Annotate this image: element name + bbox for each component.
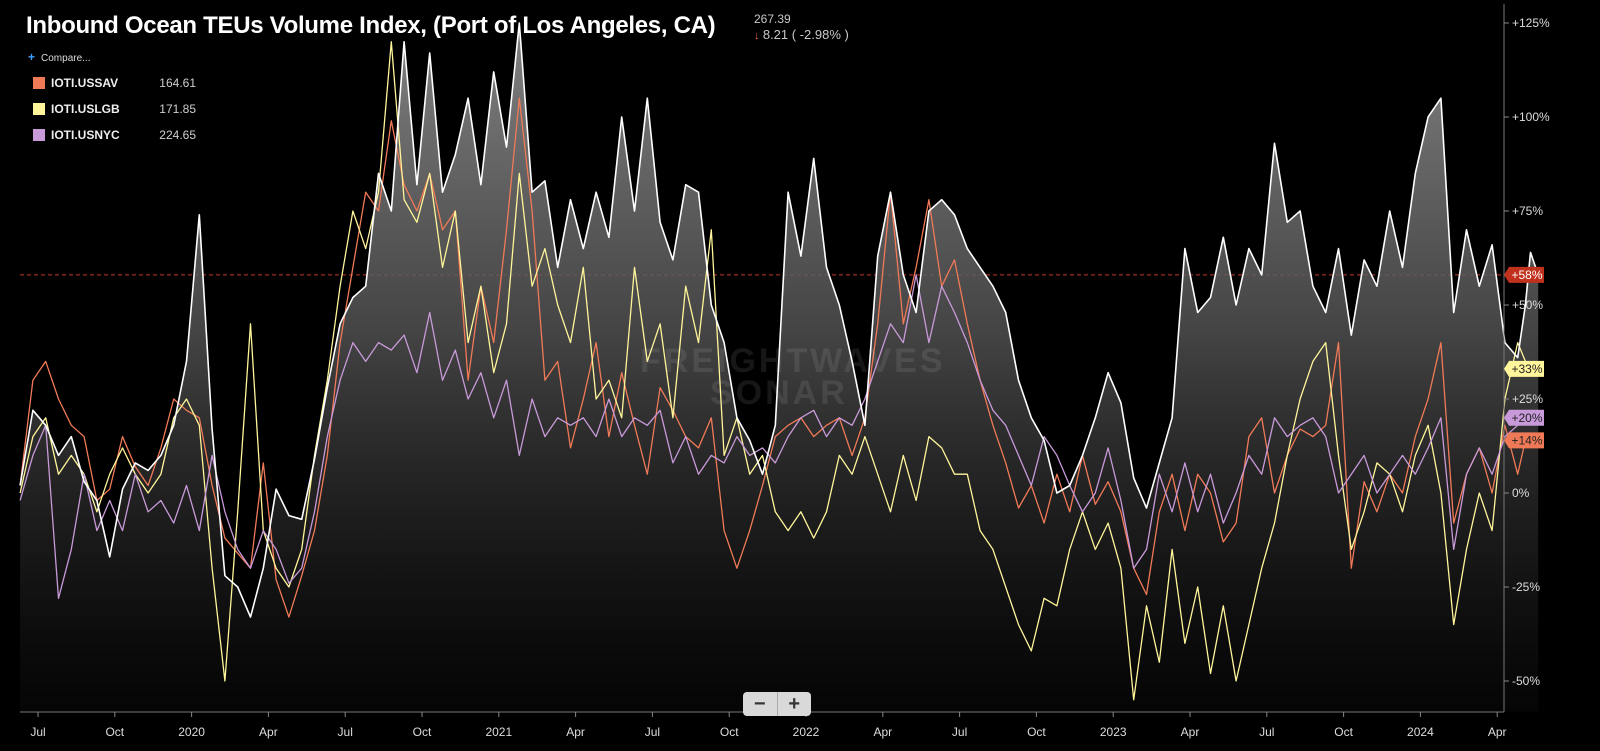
x-tick-label: Apr (259, 725, 278, 739)
x-tick-label: Jul (645, 725, 660, 739)
watermark: FREIGHTWAVES SONAR (640, 342, 946, 412)
legend-item-uslgb[interactable]: IOTI.USLGB 171.85 (33, 96, 196, 122)
x-tick-label: Apr (566, 725, 585, 739)
end-value-label: +33% (1504, 360, 1544, 377)
swatch-icon (33, 77, 45, 89)
end-label-bg (1504, 360, 1544, 377)
x-tick-label: 2023 (1100, 725, 1127, 739)
compare-button[interactable]: + Compare... (28, 50, 90, 64)
down-arrow-icon: ↓ (754, 30, 760, 42)
y-tick-label: -50% (1512, 674, 1540, 688)
legend-value: 224.65 (159, 128, 196, 142)
x-tick-label: Oct (1027, 725, 1046, 739)
y-tick-label: +75% (1512, 204, 1543, 218)
y-tick-label: +100% (1512, 110, 1550, 124)
legend-value: 171.85 (159, 102, 196, 116)
legend-item-usnyc[interactable]: IOTI.USNYC 224.65 (33, 122, 196, 148)
series-line-lax (19, 22, 1539, 618)
x-tick-label: Apr (1488, 725, 1507, 739)
x-tick-label: 2021 (485, 725, 512, 739)
end-value-label: +14% (1504, 432, 1544, 449)
x-tick-label: Oct (720, 725, 739, 739)
compare-label: Compare... (41, 53, 91, 64)
watermark-line-1: FREIGHTWAVES (640, 342, 946, 380)
change-value: 8.21 ( -2.98% ) (762, 27, 849, 42)
x-tick-label: Jul (30, 725, 45, 739)
end-label-bg (1504, 266, 1544, 283)
x-tick-label: Oct (105, 725, 124, 739)
x-tick-label: Apr (1181, 725, 1200, 739)
x-tick-label: Jul (952, 725, 967, 739)
y-tick-label: +125% (1512, 16, 1550, 30)
legend-symbol: IOTI.USLGB (51, 102, 120, 116)
legend: IOTI.USSAV 164.61 IOTI.USLGB 171.85 IOTI… (33, 70, 196, 148)
x-tick-label: Jul (338, 725, 353, 739)
axis-layer: +125% +100% +75% +50% +25% 0% -25% -50% Jul Oct 20… (20, 4, 1550, 739)
legend-item-ussav[interactable]: IOTI.USSAV 164.61 (33, 70, 196, 96)
last-value: 267.39 (754, 12, 791, 26)
end-label-bg (1504, 432, 1544, 449)
x-tick-label: Apr (873, 725, 892, 739)
end-label-text: +33% (1511, 362, 1542, 376)
legend-symbol: IOTI.USSAV (51, 76, 119, 90)
y-tick-label: -25% (1512, 580, 1540, 594)
legend-value: 164.61 (159, 76, 196, 90)
series-line-ioti-uslgb (19, 41, 1539, 701)
x-tick-label: 2022 (793, 725, 820, 739)
y-tick-label: +25% (1512, 392, 1543, 406)
x-tick-label: 2020 (178, 725, 205, 739)
plus-icon: + (28, 50, 36, 64)
chart-title: Inbound Ocean TEUs Volume Index, (Port o… (26, 12, 716, 39)
end-label-bg (1504, 409, 1544, 426)
zoom-out-button[interactable]: − (743, 692, 778, 716)
x-tick-label: Oct (413, 725, 432, 739)
swatch-icon (33, 103, 45, 115)
series-layer (19, 22, 1539, 712)
y-tick-label: 0% (1512, 486, 1530, 500)
quote-box: 267.39 ↓ 8.21 ( -2.98% ) (754, 12, 849, 44)
legend-symbol: IOTI.USNYC (51, 128, 120, 142)
end-label-text: +20% (1511, 411, 1542, 425)
x-tick-label: Jul (1259, 725, 1274, 739)
y-tick-label: +50% (1512, 298, 1543, 312)
end-value-label: +20% (1504, 409, 1544, 426)
zoom-control: − + (743, 692, 811, 716)
swatch-icon (33, 129, 45, 141)
watermark-line-2: SONAR (710, 374, 848, 412)
zoom-in-button[interactable]: + (788, 692, 801, 715)
end-label-text: +58% (1511, 268, 1542, 282)
end-value-label: +58% (1504, 266, 1544, 283)
series-line-ioti-usnyc (19, 274, 1539, 599)
x-tick-label: 2024 (1407, 725, 1434, 739)
end-label-text: +14% (1511, 433, 1542, 447)
x-tick-label: Oct (1334, 725, 1353, 739)
